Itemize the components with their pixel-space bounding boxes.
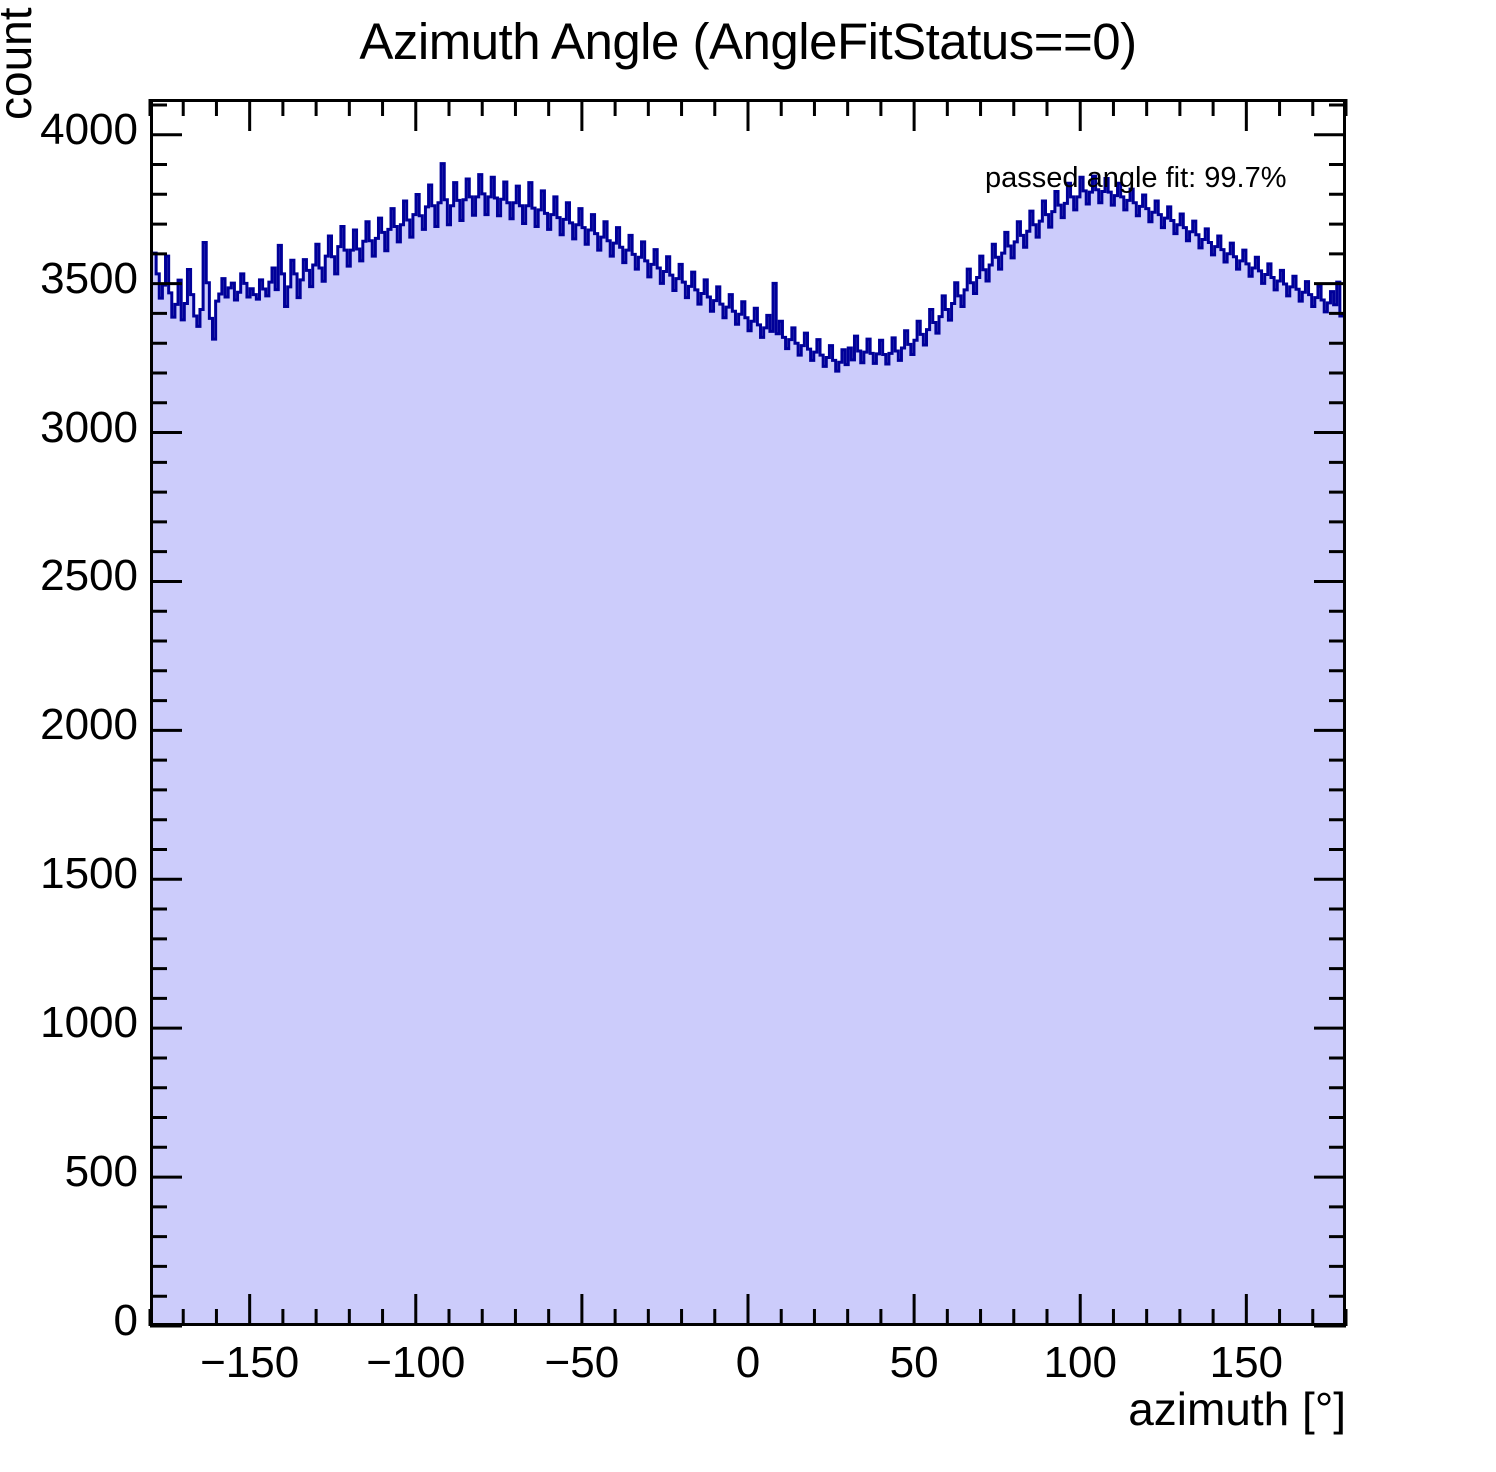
x-tick-label: 150 <box>1209 1338 1284 1387</box>
x-axis-title: azimuth [°] <box>1128 1383 1346 1435</box>
y-tick-label: 0 <box>113 1296 138 1345</box>
y-tick-label: 3000 <box>40 402 138 452</box>
x-tick-label: −100 <box>366 1338 466 1387</box>
histogram-outline <box>153 164 1343 371</box>
x-tick-label: −50 <box>544 1338 620 1387</box>
y-axis-title: count <box>0 7 41 120</box>
x-tick-label: 0 <box>735 1338 761 1387</box>
histogram-fill <box>153 163 1343 1323</box>
y-tick-label: 1000 <box>40 998 138 1048</box>
annotation-passed-angle-fit: passed angle fit: 99.7% <box>985 162 1287 194</box>
histogram-plot <box>153 102 1343 1323</box>
y-tick-label: 3500 <box>40 253 138 303</box>
x-tick-label: −150 <box>200 1338 300 1387</box>
page-title: Azimuth Angle (AngleFitStatus==0) <box>359 13 1137 70</box>
x-tick-label: 50 <box>889 1338 939 1387</box>
y-tick-label: 2000 <box>40 700 138 750</box>
y-tick-label: 500 <box>64 1147 138 1197</box>
y-tick-label: 1500 <box>40 849 138 899</box>
x-tick-label: 100 <box>1043 1338 1117 1387</box>
plot-frame <box>150 99 1346 1326</box>
y-tick-label: 4000 <box>40 104 138 154</box>
plot-area <box>153 102 1343 1323</box>
y-tick-label: 2500 <box>40 551 138 601</box>
